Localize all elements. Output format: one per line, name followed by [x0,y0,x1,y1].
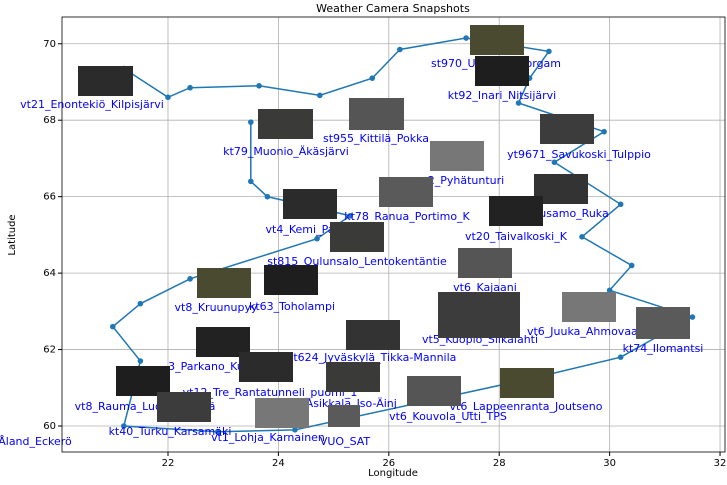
data-point [546,48,552,55]
data-point [214,428,221,435]
annotation: st624_Jyväskylä_Tikka-Mannila [288,351,457,364]
data-point [617,354,624,361]
annotation: st955_Kittilä_Pokka [323,132,429,145]
annotation: vt12_Tre_Rantatunneli_puomi_1 [183,386,358,399]
plot-frame [61,16,726,453]
data-point [247,178,254,185]
annotation: usamo_Ruka [539,207,608,220]
annotation: kt78_Ranua_Portimo_K [344,210,470,223]
data-point [369,75,376,81]
annotation: vt6_Lappeenranta_Joutseno [450,400,603,413]
annotation: Åland_Eckerö [0,435,72,448]
annotation: yt9671_Savukoski_Tulppio [507,148,651,161]
x-tick-label: 24 [272,458,285,469]
data-point [397,46,403,53]
camera-snapshot [255,398,309,428]
data-point [165,94,171,101]
camera-snapshot [330,222,384,252]
annotation: 2_Pyhätunturi [428,174,504,187]
data-point [601,128,607,135]
data-point [314,235,320,242]
y-tick-label: 62 [43,345,56,356]
annotation: VUO_SAT [320,435,371,448]
annotation: vt6_Kouvola_Utti_TPS [389,410,507,423]
camera-snapshot [438,292,520,338]
camera-snapshot [197,268,251,298]
y-tick-label: 70 [43,39,56,50]
data-point [187,84,193,91]
annotation: st815_Oulunsalo_Lentokentäntie [267,255,447,268]
annotation: kt63_Toholampi [249,300,335,313]
camera-snapshot [157,392,211,422]
camera-snapshot [475,56,529,86]
data-point [292,427,298,433]
annotation: vt6_Kajaani [453,281,517,294]
annotation: 4_Asikkala_Iso-Äinj [293,397,397,410]
y-tick-label: 64 [43,268,56,279]
camera-snapshot [258,109,313,139]
x-tick-label: 30 [603,458,616,469]
data-point [137,300,144,307]
camera-snapshot [407,376,461,406]
x-axis-label: Longitude [368,468,418,479]
camera-snapshot [379,177,433,207]
annotation: vt4_Kemi_Pa [266,223,335,236]
camera-snapshot [283,189,337,219]
annotation: kt74_Ilomantsi [623,342,704,355]
x-tick-label: 32 [714,458,727,469]
data-point [109,323,116,330]
camera-snapshot [470,25,524,55]
y-tick-label: 68 [43,115,56,126]
data-point [628,262,635,269]
annotation: vt20_Taivalkoski_K [465,230,568,243]
data-point [347,212,353,219]
camera-snapshot [489,196,543,226]
data-point [579,233,585,240]
annotation: vt6_Juuka_Ahmovaara [527,325,649,338]
data-point [463,35,469,41]
y-tick-label: 66 [43,192,56,203]
y-tick-label: 60 [43,421,56,432]
data-point [606,287,613,294]
data-point [317,92,323,99]
chart-title: Weather Camera Snapshots [316,2,470,15]
camera-snapshot [328,405,360,427]
y-axis-label: Latitude [7,214,18,255]
data-point [256,83,262,89]
annotation: 3_Parkano_Ku [168,360,244,373]
camera-snapshot [636,307,690,339]
data-point [617,201,624,208]
annotation: kt40_Turku_Karsamäki [109,425,232,438]
camera-snapshot [430,141,484,171]
data-point [247,119,254,125]
data-point [187,276,193,282]
camera-snapshot [540,114,594,144]
camera-snapshot [500,368,554,398]
data-point [137,358,144,364]
annotation: kt92_Inari_Nitsijärvi [448,89,557,102]
annotation: vt8_Kruunupyy [175,301,258,314]
camera-snapshot [458,248,512,278]
camera-snapshot [78,66,133,96]
data-point [515,100,522,106]
camera-snapshot [116,366,170,396]
annotation: vt21_Enontekiö_Kilpisjärvi [20,98,164,111]
data-line [111,37,695,433]
data-point [689,314,696,320]
data-point [121,423,127,429]
camera-snapshot [264,265,318,295]
camera-snapshot [239,352,293,382]
x-tick-label: 28 [493,458,506,469]
data-point [264,193,271,200]
camera-snapshot [349,98,404,130]
x-tick-label: 26 [382,458,395,469]
annotation: vt1_Lohja_Karnainen [211,431,325,444]
camera-snapshot [346,320,400,350]
annotation: kt79_Muonio_Äkäsjärvi [223,145,349,158]
data-point [551,159,558,166]
camera-snapshot [562,292,616,322]
camera-snapshot [326,362,380,392]
x-tick-label: 22 [162,458,175,469]
